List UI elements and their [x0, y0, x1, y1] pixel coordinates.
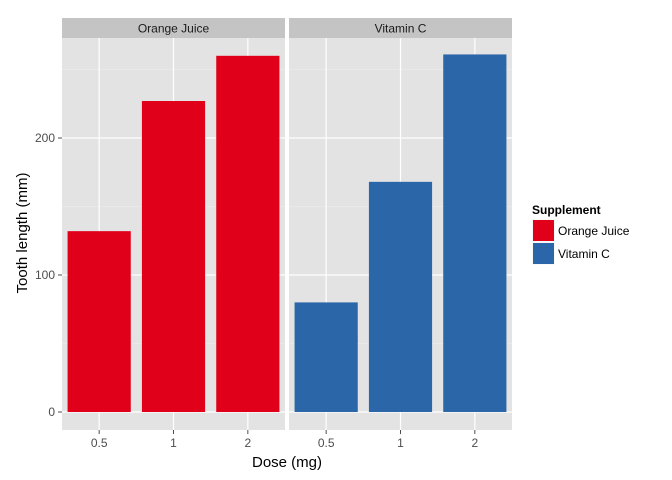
- x-tick-label: 0.5: [318, 436, 335, 450]
- bar: [368, 181, 433, 412]
- y-tick-label: 100: [35, 268, 55, 282]
- x-axis-title: Dose (mg): [252, 454, 322, 471]
- facet-strip-label: Orange Juice: [138, 22, 210, 36]
- legend-label: Orange Juice: [558, 224, 630, 238]
- facet-strip: [62, 18, 285, 38]
- facet-panel: Orange Juice 0.5 1 2: [62, 18, 285, 450]
- legend-swatch: [533, 220, 554, 241]
- facet-panel: Vitamin C 0.5 1 2: [289, 18, 512, 450]
- bar: [67, 231, 131, 412]
- legend-label: Vitamin C: [558, 247, 610, 261]
- bar: [141, 101, 206, 412]
- x-tick-label: 2: [471, 436, 478, 450]
- bar: [294, 302, 358, 412]
- chart-panels: Orange Juice 0.5 1 2 Vitamin C 0.5 1 2 0 100 200: [35, 18, 512, 450]
- bar: [443, 54, 507, 413]
- x-tick-label: 1: [397, 436, 404, 450]
- x-tick-label: 2: [244, 436, 251, 450]
- legend-title: Supplement: [532, 203, 601, 217]
- x-tick-label: 0.5: [91, 436, 108, 450]
- legend: Supplement Orange Juice Vitamin C: [531, 203, 630, 266]
- y-tick-label: 200: [35, 131, 55, 145]
- facet-strip-label: Vitamin C: [375, 22, 427, 36]
- y-axis-title: Tooth length (mm): [14, 173, 31, 294]
- facet-strip: [289, 18, 512, 38]
- legend-swatch: [533, 243, 554, 264]
- bar: [216, 55, 280, 413]
- x-tick-label: 1: [170, 436, 177, 450]
- y-tick-label: 0: [48, 405, 55, 419]
